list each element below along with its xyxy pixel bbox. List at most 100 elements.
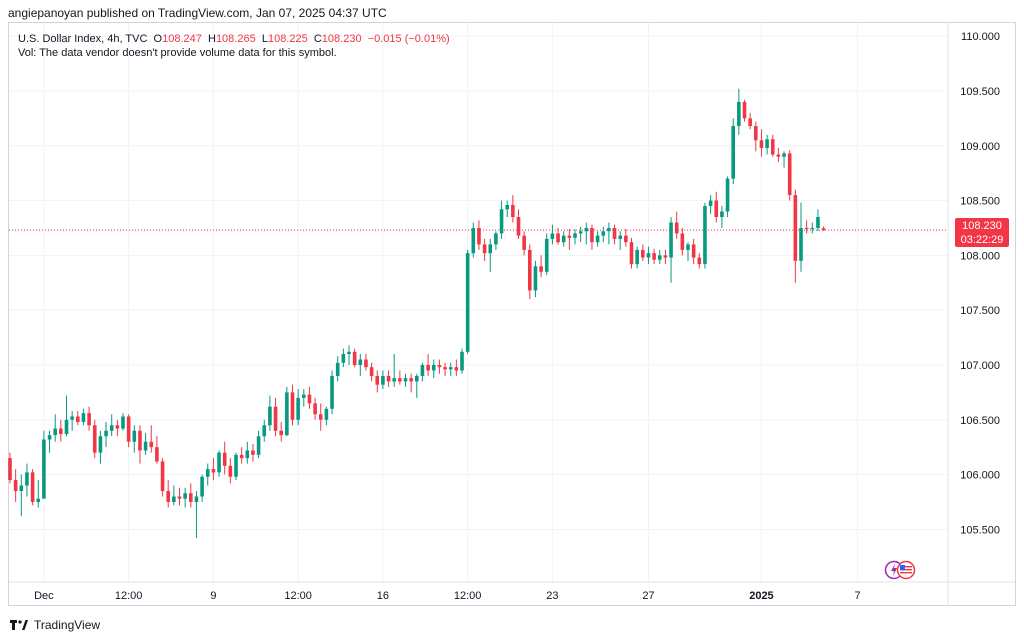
last-price-value: 108.230	[962, 220, 1002, 232]
candle-body	[708, 200, 713, 207]
candle-body	[816, 217, 820, 228]
candle	[30, 469, 35, 506]
candle	[443, 362, 447, 376]
candle-body	[375, 375, 380, 385]
candle	[776, 147, 781, 163]
candle	[330, 370, 334, 415]
bar-countdown: 03:22:29	[960, 234, 1004, 246]
candle	[810, 222, 815, 234]
x-tick-label: 27	[642, 590, 654, 602]
candle	[629, 237, 634, 269]
candle	[471, 222, 476, 258]
candle	[53, 414, 57, 442]
candle-body	[669, 222, 673, 258]
y-tick-label: 108.500	[960, 196, 1000, 208]
tradingview-footer[interactable]: TradingView	[10, 618, 100, 632]
candle-body	[494, 233, 498, 245]
candle-body	[703, 206, 707, 265]
candle-body	[64, 419, 69, 435]
candle-body	[754, 126, 758, 141]
candle	[460, 348, 464, 374]
candle-body	[556, 233, 560, 243]
tradingview-brand: TradingView	[34, 618, 101, 632]
candle	[765, 134, 769, 155]
candle	[782, 151, 786, 168]
candle-body	[415, 375, 419, 382]
candle	[816, 209, 820, 232]
candle	[211, 458, 216, 481]
candle-body	[652, 253, 656, 260]
candle-body	[448, 367, 453, 370]
candle	[313, 397, 317, 420]
candle	[516, 209, 521, 239]
candle	[657, 249, 662, 265]
low-value: 108.225	[267, 33, 308, 45]
candle	[217, 450, 221, 477]
candle	[618, 231, 622, 250]
candle-body	[347, 351, 351, 355]
candle	[375, 370, 380, 393]
candle-body	[601, 231, 606, 236]
y-tick-label: 108.000	[960, 250, 1000, 262]
x-tick-label: 12:00	[115, 590, 143, 602]
candle-body	[47, 435, 52, 440]
candle	[590, 224, 594, 250]
candle	[584, 222, 589, 245]
candle	[13, 469, 18, 502]
us-flag-icon[interactable]	[896, 560, 916, 580]
x-tick-label: 23	[546, 590, 558, 602]
candle-body	[189, 493, 193, 502]
candle	[544, 233, 549, 276]
candle-body	[318, 414, 323, 420]
candle-body	[205, 469, 210, 477]
y-tick-label: 109.000	[960, 141, 1000, 153]
candle-body	[307, 394, 312, 404]
candle-body	[691, 244, 696, 258]
candle	[200, 474, 204, 502]
time-axis[interactable]: Dec 12:00 9 12:00 16 12:00 23 27 2025 7	[34, 590, 860, 602]
candle-body	[268, 406, 272, 426]
candle	[42, 430, 46, 499]
lightning-glyph	[891, 564, 897, 576]
candle-body	[36, 498, 41, 502]
candle-body	[629, 242, 634, 265]
candle-body	[680, 233, 685, 250]
grid	[9, 23, 1015, 606]
candle-body	[471, 227, 476, 254]
candle	[290, 384, 295, 426]
candle	[36, 480, 41, 508]
candle	[708, 195, 713, 214]
candle	[703, 202, 707, 269]
candle	[674, 211, 679, 239]
candle-body	[567, 235, 572, 238]
candle	[550, 224, 555, 245]
candle	[641, 244, 645, 261]
low-label: L	[261, 33, 268, 45]
candle	[646, 246, 651, 265]
y-tick-label: 107.500	[960, 305, 1000, 317]
candle	[612, 224, 617, 245]
candle	[115, 419, 120, 437]
candle-body	[420, 364, 425, 376]
candle-body	[770, 139, 775, 155]
high-value: 108.265	[215, 33, 256, 45]
candle-body	[477, 227, 481, 245]
candle-body	[737, 101, 741, 127]
candles	[8, 88, 826, 539]
candle	[697, 253, 702, 269]
events-icons[interactable]	[884, 560, 918, 580]
candle-body	[30, 472, 35, 502]
candle	[234, 452, 238, 481]
candle	[465, 249, 470, 355]
candle-body	[612, 227, 617, 239]
candle-body	[392, 378, 396, 382]
price-axis[interactable]: 110.000 109.500 109.000 108.500 108.000 107.5…	[960, 31, 1000, 536]
candle	[64, 395, 69, 437]
candle	[104, 421, 108, 448]
volume-note: Vol: The data vendor doesn't provide vol…	[18, 47, 337, 59]
candle-body	[381, 375, 385, 385]
chart-frame	[8, 22, 1016, 606]
candle	[155, 436, 159, 464]
x-tick-label: 7	[854, 590, 860, 602]
